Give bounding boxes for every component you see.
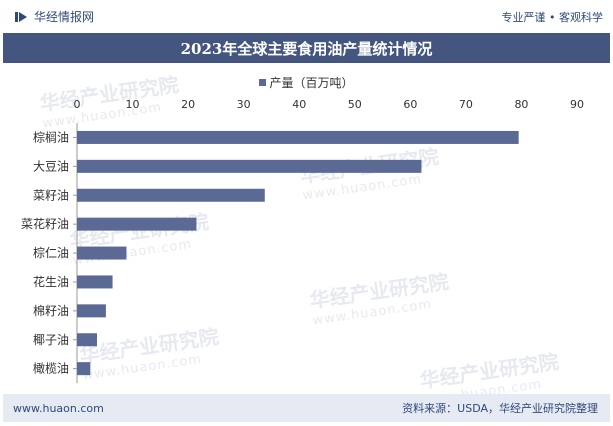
category-label: 棉籽油: [33, 304, 69, 318]
category-label: 棕榈油: [33, 129, 69, 144]
category-label: 椰子油: [33, 332, 69, 347]
category-label: 菜花籽油: [21, 216, 69, 231]
x-tick-label: 60: [403, 98, 417, 111]
x-tick-label: 10: [126, 98, 140, 111]
brand: 华经情报网: [14, 8, 94, 25]
category-label: 橄榄油: [33, 361, 69, 376]
category-label: 花生油: [33, 274, 69, 289]
x-tick-label: 0: [74, 98, 81, 111]
category-label: 棕仁油: [33, 245, 69, 260]
bar: [77, 304, 106, 318]
slogan: 专业严谨 • 客观科学: [501, 10, 603, 24]
bar: [77, 246, 127, 260]
legend-swatch: [259, 79, 267, 86]
bar: [77, 333, 97, 347]
x-tick-label: 30: [237, 98, 251, 111]
bar: [77, 130, 519, 144]
category-label: 菜籽油: [33, 188, 69, 202]
bar: [77, 217, 197, 231]
bar: [77, 159, 422, 173]
category-label: 大豆油: [33, 159, 69, 173]
bar: [77, 275, 113, 289]
x-tick-label: 40: [292, 98, 306, 111]
brand-logo-icon: [15, 11, 27, 22]
x-tick-label: 90: [570, 98, 584, 111]
footer-source: 资料来源：USDA，华经产业研究院整理: [402, 402, 598, 415]
brand-name: 华经情报网: [34, 10, 95, 24]
legend-label: 产量（百万吨）: [269, 76, 354, 90]
chart-legend: 产量（百万吨）: [0, 74, 613, 91]
bar: [77, 362, 91, 376]
x-tick-label: 70: [459, 98, 473, 111]
bar: [77, 188, 265, 202]
x-tick-label: 20: [181, 98, 195, 111]
footer-website: www.huaon.com: [13, 401, 104, 415]
x-tick-label: 50: [348, 98, 362, 111]
title-bar: 2023年全球主要食用油产量统计情况: [3, 33, 610, 63]
chart-title: 2023年全球主要食用油产量统计情况: [180, 39, 433, 58]
x-tick-label: 80: [514, 98, 528, 111]
footer: www.huaon.com 资料来源：USDA，华经产业研究院整理: [3, 394, 610, 422]
top-bar: 华经情报网 专业严谨 • 客观科学: [0, 0, 613, 33]
